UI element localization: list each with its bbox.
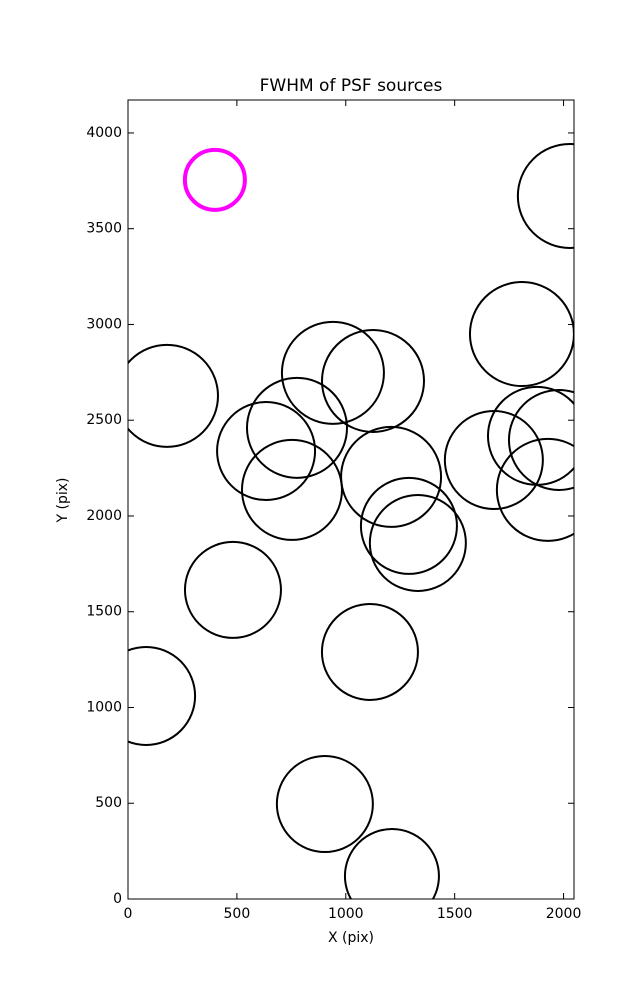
y-tick-label: 1500 [86, 604, 122, 620]
source-circle [495, 437, 574, 542]
source-circle [216, 401, 317, 502]
source-circle [182, 147, 247, 212]
x-tick-label: 1500 [437, 906, 473, 922]
source-circle [368, 493, 467, 592]
source-circle [359, 476, 458, 575]
source-circle [340, 425, 443, 528]
y-axis-label: Y (pix) [55, 478, 71, 524]
source-circle [183, 540, 282, 639]
x-axis-label: X (pix) [328, 930, 374, 946]
source-circle [507, 388, 574, 491]
source-circle [245, 376, 348, 479]
source-circle [280, 320, 385, 425]
source-circle [240, 438, 343, 541]
source-circle [320, 602, 419, 701]
y-tick-label: 3000 [86, 316, 122, 332]
source-circle [275, 755, 374, 854]
y-tick-label: 0 [113, 891, 122, 907]
y-tick-label: 1000 [86, 699, 122, 715]
source-circle [468, 281, 574, 388]
source-circle [516, 142, 574, 249]
x-tick-label: 2000 [546, 906, 582, 922]
y-tick-label: 4000 [86, 125, 122, 141]
y-tick-label: 3500 [86, 221, 122, 237]
source-circle [343, 828, 440, 899]
x-tick-label: 0 [124, 906, 133, 922]
source-circle [320, 328, 425, 433]
plot-area [128, 142, 574, 899]
chart-title: FWHM of PSF sources [260, 76, 443, 96]
x-tick-label: 1000 [328, 906, 364, 922]
y-tick-label: 2000 [86, 508, 122, 524]
axes-frame [127, 99, 575, 900]
y-tick-label: 500 [95, 795, 122, 811]
source-circle [128, 343, 219, 448]
x-tick-label: 500 [224, 906, 251, 922]
source-circle [128, 646, 197, 746]
y-tick-label: 2500 [86, 412, 122, 428]
